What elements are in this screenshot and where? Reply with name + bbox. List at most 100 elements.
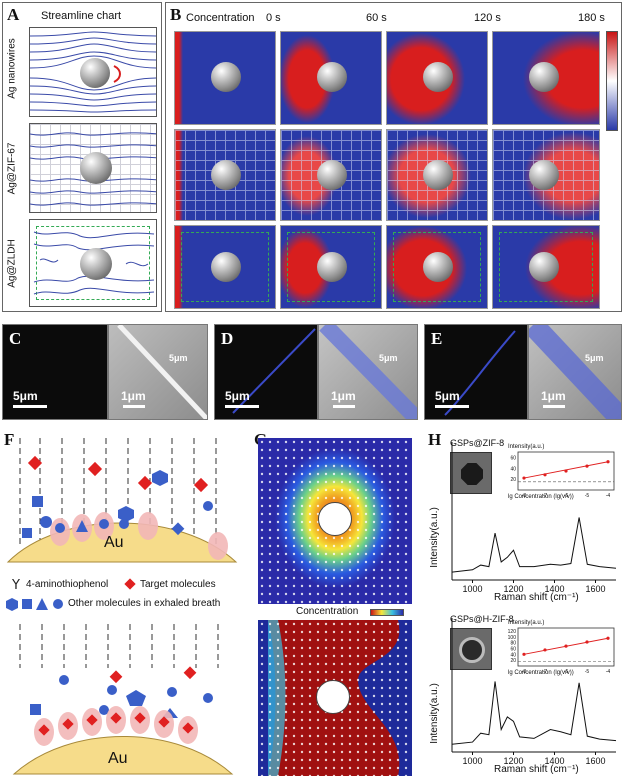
streamline-ag-nanowires: [29, 27, 157, 117]
spectrum-line: [451, 517, 617, 573]
streamlines-svg: [30, 132, 156, 206]
ag-sphere: [80, 152, 112, 184]
streamlines-svg: [30, 31, 156, 113]
streamlines-svg: [33, 231, 155, 295]
time-120s: 120 s: [474, 12, 501, 24]
scale-d-left: 5μm: [225, 389, 250, 403]
inset-y-tick-label: 80: [510, 641, 516, 647]
inset-xlabel-top: lg Concentration (lg(v/v)): [508, 494, 574, 500]
panel-h-letter: H: [428, 430, 442, 449]
panel-e-letter: E: [431, 329, 443, 348]
concentration-label-g: Concentration: [296, 606, 359, 617]
x-tick-label: 1200: [503, 584, 523, 592]
svg-text:Y: Y: [11, 578, 20, 593]
inset-point: [606, 460, 610, 464]
panel-b: B Concentration 0 s 60 s 120 s 180 s: [165, 2, 622, 312]
panel-a-letter: A: [7, 5, 20, 24]
sim-zif67-180s: [492, 129, 600, 221]
inset-x-tick-label: -5: [585, 493, 590, 499]
time-60s: 60 s: [366, 12, 387, 24]
ylabel-top: Intensity(a.u.): [428, 507, 440, 568]
streamline-ag-zldh: [29, 219, 157, 307]
raman-chart-top: GSPs@ZIF-8 1000 1200 1400 1600 -8 -7 -6 -5 -4 60 4…: [448, 438, 620, 592]
sim-nanowire-60s: [280, 31, 382, 125]
particle-circle: [316, 680, 350, 714]
au-label-top: Au: [104, 534, 124, 551]
legend-aminothiophenol: 4-aminothiophenol: [26, 579, 109, 590]
scale-d-inset: 5μm: [379, 353, 398, 363]
inset-y-tick-label: 60: [510, 646, 516, 652]
ag-sphere: [80, 248, 112, 280]
inset-point: [522, 476, 526, 480]
inset-point: [522, 652, 526, 656]
panel-g: G Concentration: [250, 428, 420, 778]
panel-e-bright: 5μm 1μm: [528, 324, 622, 420]
scale-d-right: 1μm: [331, 389, 356, 403]
sim-zif67-0s: [174, 129, 276, 221]
inset-point: [543, 473, 547, 477]
panel-a-title: Streamline chart: [41, 10, 122, 22]
x-tick-label: 1600: [585, 584, 605, 592]
sim-nanowire-0s: [174, 31, 276, 125]
au-label-bottom: Au: [108, 750, 128, 767]
inset-point: [606, 636, 610, 640]
sensing-schematic: Y: [6, 438, 238, 775]
panel-h: H GSPs@ZIF-8 1000 1200 1400 1600 -8 -7 -6 -5 -4 6…: [424, 428, 624, 778]
inset-x-tick-label: -4: [606, 669, 611, 675]
sim-zldh-60s: [280, 225, 382, 309]
inset-x-tick-label: -8: [522, 493, 527, 499]
row-label-ag-zldh: Ag@ZLDH: [6, 239, 18, 288]
raman-spectrum-top: 1000 1200 1400 1600 -8 -7 -6 -5 -4 60 40 20: [451, 442, 617, 592]
row-label-ag-zif67: Ag@ZIF-67: [6, 142, 18, 195]
x-tick-label: 1200: [503, 756, 523, 764]
sim-zldh-180s: [492, 225, 600, 309]
inset-x-tick-label: -6: [564, 669, 569, 675]
legend-other-molecules: Other molecules in exhaled breath: [68, 598, 221, 609]
inset-y-tick-label: 20: [510, 658, 516, 664]
time-180s: 180 s: [578, 12, 605, 24]
inset-y-tick-label: 20: [510, 477, 516, 483]
panel-a: A Streamline chart Ag nanowires Ag@ZIF-6…: [2, 2, 162, 312]
sim-zif67-120s: [386, 129, 488, 221]
panel-b-letter: B: [170, 5, 182, 24]
inset-x-tick-label: -8: [522, 669, 527, 675]
scale-e-left: 5μm: [435, 389, 460, 403]
panel-c-letter: C: [9, 329, 22, 348]
time-0s: 0 s: [266, 12, 281, 24]
panel-d-bright: 5μm 1μm: [318, 324, 418, 420]
sim-zldh-120s: [386, 225, 488, 309]
inset-ylabel-top: Intensity(a.u.): [508, 444, 545, 450]
sim-zif67-60s: [280, 129, 382, 221]
ag-sphere: [80, 58, 110, 88]
scale-c-inset: 5μm: [169, 353, 188, 363]
inset-point: [585, 464, 589, 468]
xlabel-top: Raman shift (cm⁻¹): [494, 592, 579, 603]
streamline-ag-zif67: [29, 123, 157, 213]
spectrum-line: [451, 681, 617, 745]
inset-x-tick-label: -5: [585, 669, 590, 675]
sim-nanowire-120s: [386, 31, 488, 125]
x-tick-label: 1000: [462, 584, 482, 592]
ylabel-bottom: Intensity(a.u.): [428, 683, 440, 744]
inset-ylabel-bottom: Intensity(a.u.): [508, 620, 545, 626]
scale-c-left: 5μm: [13, 389, 38, 403]
panel-c-bright: 5μm 1μm: [108, 324, 208, 420]
x-tick-label: 1600: [585, 756, 605, 764]
sim-nanowire-180s: [492, 31, 600, 125]
panel-f-letter: F: [4, 430, 15, 449]
sim-zldh-0s: [174, 225, 276, 309]
inset-y-tick-label: 40: [510, 466, 516, 472]
inset-point: [585, 640, 589, 644]
velocity-field: [258, 438, 412, 604]
scale-e-right: 1μm: [541, 389, 566, 403]
sem-image-top: [450, 452, 492, 494]
xlabel-bottom: Raman shift (cm⁻¹): [494, 764, 579, 775]
inset-y-tick-label: 120: [508, 629, 517, 635]
inset-y-tick-label: 100: [508, 635, 517, 641]
inset-x-tick-label: -7: [543, 493, 548, 499]
raman-chart-bottom: GSPs@H-ZIF-8 1000 1200 1400 1600 -8 -7 -6 -5 -4 1…: [448, 614, 620, 764]
scale-c-right: 1μm: [121, 389, 146, 403]
panel-c-dark: C 5μm: [2, 324, 108, 420]
sample-label-bottom: GSPs@H-ZIF-8: [450, 614, 514, 624]
